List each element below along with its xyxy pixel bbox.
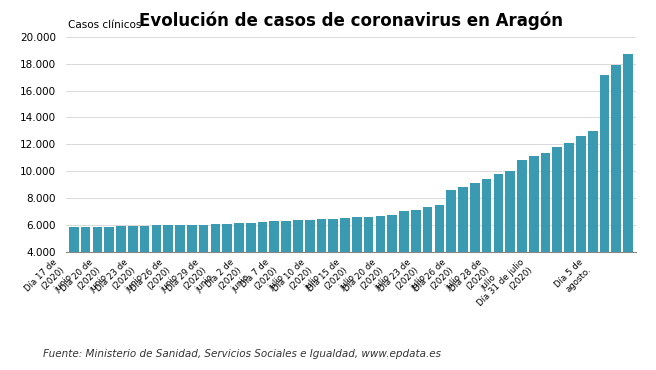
Bar [411,210,420,305]
Bar [317,219,326,305]
Bar [482,178,491,305]
Bar [434,205,444,305]
Bar [187,225,197,305]
Bar [293,220,302,305]
Bar [199,225,209,305]
Bar [588,131,598,305]
Bar [458,187,468,305]
Bar [576,136,586,305]
Bar [446,190,456,305]
Bar [470,183,480,305]
Bar [258,222,268,305]
Bar [234,223,244,305]
Bar [152,225,161,305]
Bar [128,226,138,305]
Bar [116,226,126,305]
Text: Casos clínicos: Casos clínicos [68,20,141,30]
Bar [163,225,173,305]
Bar [222,224,232,305]
Bar [81,227,91,305]
Bar [270,221,279,305]
Bar [281,221,291,305]
Bar [623,54,633,305]
Bar [541,153,550,305]
Bar [305,220,314,305]
Bar [600,74,609,305]
Bar [611,65,621,305]
Bar [400,211,409,305]
Text: Fuente: Ministerio de Sanidad, Servicios Sociales e Igualdad, www.epdata.es: Fuente: Ministerio de Sanidad, Servicios… [43,349,441,359]
Bar [364,217,373,305]
Bar [69,228,79,305]
Bar [529,157,539,305]
Bar [388,215,397,305]
Bar [246,223,256,305]
Bar [517,161,527,305]
Bar [175,225,185,305]
Bar [92,227,102,305]
Bar [340,218,350,305]
Bar [376,216,385,305]
Bar [329,219,338,305]
Bar [564,143,574,305]
Bar [104,227,114,305]
Bar [352,218,361,305]
Title: Evolución de casos de coronavirus en Aragón: Evolución de casos de coronavirus en Ara… [139,11,563,30]
Bar [211,224,220,305]
Bar [422,207,432,305]
Bar [140,226,150,305]
Legend: Casos acumulados (* desde el 26 de abril Sanidad informa de pruebas PCR): Casos acumulados (* desde el 26 de abril… [71,369,494,370]
Bar [505,171,515,305]
Bar [552,147,562,305]
Bar [493,174,503,305]
